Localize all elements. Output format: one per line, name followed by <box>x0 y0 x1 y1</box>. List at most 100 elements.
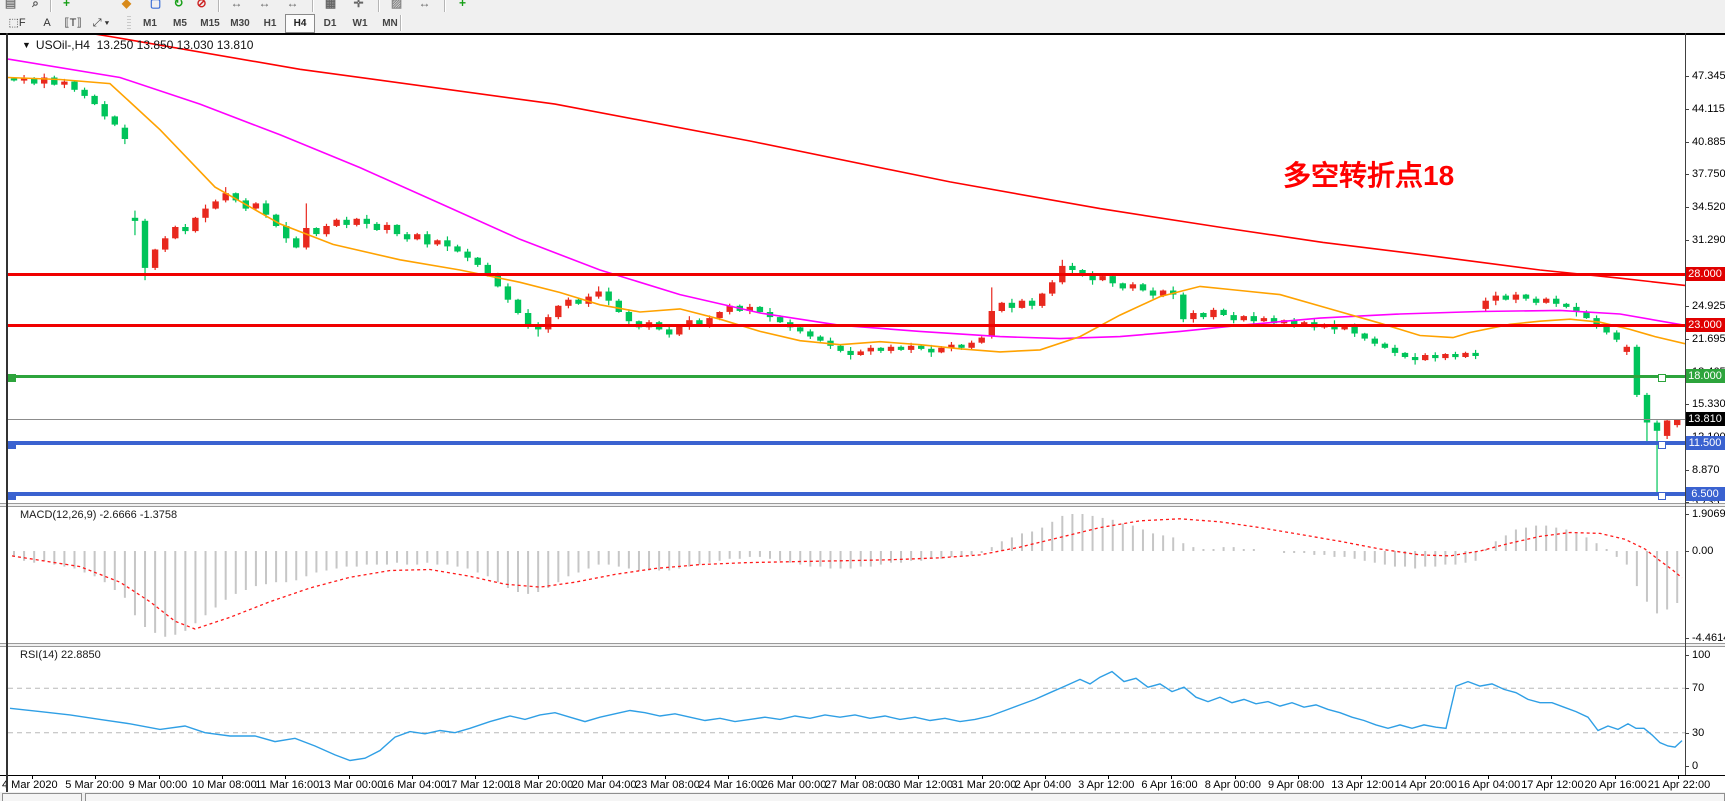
time-axis-label: 20 Mar 04:00 <box>571 779 637 791</box>
text-box-icon[interactable]: ⟦T⟧ <box>64 17 82 29</box>
time-axis-tick <box>411 776 413 779</box>
time-axis-tick <box>791 776 793 779</box>
macd-panel[interactable]: MACD(12,26,9) -2.6666 -1.3758 1.9069 0.00… <box>0 507 1725 644</box>
axis-tick <box>1685 240 1689 242</box>
chart-collapse-icon[interactable]: ▼ <box>22 40 31 50</box>
object-arrows-icon[interactable]: ⤢ ▾ <box>92 17 110 29</box>
axis-tick <box>1685 403 1689 405</box>
candlestick-plot[interactable]: ▼ USOil-,H4 13.250 13.850 13.030 13.810 多… <box>8 35 1685 505</box>
shift-right-icon[interactable]: ↔ <box>258 0 271 10</box>
hline-handle[interactable] <box>1658 492 1666 501</box>
time-axis-tick <box>475 776 477 779</box>
axis-tick-label: -4.4614 <box>1692 631 1725 644</box>
time-axis-label: 13 Apr 12:00 <box>1331 779 1394 791</box>
toolbar-grip[interactable] <box>127 16 131 30</box>
rsi-panel[interactable]: RSI(14) 22.8850 100 70 30 0 <box>0 647 1725 775</box>
refresh-icon[interactable]: ↻ <box>173 0 184 10</box>
axis-tick <box>1685 76 1689 77</box>
time-axis-label: 5 Mar 20:00 <box>65 779 124 791</box>
macd-plot[interactable]: MACD(12,26,9) -2.6666 -1.3758 <box>8 507 1685 643</box>
hline-28.000[interactable] <box>8 272 1685 276</box>
axis-tick <box>1685 142 1689 144</box>
hline-18.000[interactable] <box>8 374 1685 378</box>
axis-tick-label: 30 <box>1692 726 1705 739</box>
time-axis-tick <box>665 776 666 779</box>
rsi-axis[interactable]: 100 70 30 0 <box>1685 647 1725 775</box>
axis-tick <box>1685 469 1689 471</box>
timeframe-button-m15[interactable]: M15 <box>200 18 220 29</box>
panel-splitter[interactable] <box>0 503 1725 507</box>
ma-fast-orange <box>8 76 1685 353</box>
time-axis-label: 2 Apr 04:00 <box>1014 779 1072 791</box>
toolbar-separator <box>50 0 51 12</box>
toolbar-separator <box>378 0 379 12</box>
axis-tick <box>1685 551 1689 552</box>
add-indicator-icon[interactable]: + <box>458 0 466 10</box>
panel-splitter[interactable] <box>0 643 1725 647</box>
axis-tick-label: 70 <box>1692 682 1705 695</box>
time-axis[interactable]: 4 Mar 2020 5 Mar 20:00 9 Mar 00:00 10 Mar 0… <box>0 775 1725 793</box>
axis-tick-label: 100 <box>1692 649 1711 661</box>
hline-handle[interactable] <box>8 441 16 450</box>
timeframe-button-m1[interactable]: M1 <box>143 18 157 29</box>
hline-handle[interactable] <box>8 374 16 383</box>
timeframe-button-mn[interactable]: MN <box>382 18 398 29</box>
time-axis-tick <box>1614 776 1616 779</box>
grid-toggle-icon[interactable]: ⬚F <box>8 17 26 29</box>
chart-tab[interactable] <box>2 793 82 801</box>
zoom-in-icon[interactable]: ↔ <box>418 0 431 10</box>
chart-annotation-text[interactable]: 多空转折点18 <box>1283 160 1455 191</box>
crosshair-icon[interactable]: ✛ <box>353 0 364 10</box>
axis-tick-label: 8.870 <box>1692 463 1720 476</box>
toolbar-separator <box>444 0 445 12</box>
hline-handle[interactable] <box>8 492 16 501</box>
tile-windows-icon[interactable]: ▢ <box>149 0 162 10</box>
macd-label: MACD(12,26,9) -2.6666 -1.3758 <box>20 509 178 521</box>
cursor-icon[interactable]: ▦ <box>324 0 337 10</box>
hline-23.000[interactable] <box>8 323 1685 327</box>
text-label-icon[interactable]: A <box>43 17 51 29</box>
zoom-icon[interactable]: ⌕ <box>32 0 39 10</box>
tab-strip-area[interactable] <box>85 793 1725 801</box>
time-axis-tick <box>1171 776 1173 779</box>
ma-mid-magenta <box>8 58 1685 340</box>
timeframe-button-m5[interactable]: M5 <box>173 18 187 29</box>
time-axis-label: 27 Mar 08:00 <box>824 779 890 791</box>
macd-values: -2.6666 -1.3758 <box>99 509 178 521</box>
hline-handle[interactable] <box>1658 374 1666 383</box>
timeframe-button-m30[interactable]: M30 <box>230 18 250 29</box>
profiles-icon[interactable]: ◆ <box>121 0 132 10</box>
chart-tab-strip <box>0 792 1725 801</box>
price-axis[interactable]: 47.345 44.115 40.885 37.750 34.520 31.290 24.9… <box>1685 35 1725 508</box>
price-label-6.500: 6.500 <box>1685 487 1725 502</box>
new-chart-icon[interactable]: + <box>62 0 70 10</box>
axis-tick <box>1685 305 1689 307</box>
axis-tick <box>1685 502 1689 504</box>
axis-tick <box>1685 732 1689 734</box>
stop-icon[interactable]: ⊘ <box>196 0 207 10</box>
axis-tick <box>1685 655 1689 656</box>
timeframe-button-d1[interactable]: D1 <box>323 18 337 29</box>
timeframe-button-w1[interactable]: W1 <box>352 18 368 29</box>
shift-left-icon[interactable]: ↔ <box>230 0 243 10</box>
toolbar-second: M1 M5 M15 M30 H1 H4 D1 W1 MN ⬚F A ⟦T⟧ ⤢ ▾ <box>0 13 1725 34</box>
main-chart-panel[interactable]: ▼ USOil-,H4 13.250 13.850 13.030 13.810 多… <box>0 33 1725 508</box>
auto-scroll-icon[interactable]: ↔ <box>286 0 299 10</box>
toolbar-separator <box>312 0 313 12</box>
screenshot-icon[interactable]: ▨ <box>390 0 403 10</box>
hline-handle[interactable] <box>1658 441 1666 450</box>
time-axis-tick <box>1424 776 1426 779</box>
time-axis-label: 6 Apr 16:00 <box>1141 779 1198 791</box>
time-axis-label: 13 Mar 00:00 <box>318 779 384 791</box>
hline-6.500[interactable] <box>8 492 1685 497</box>
new-order-icon[interactable]: ▤ <box>4 0 17 10</box>
timeframe-button-h1[interactable]: H1 <box>263 18 277 29</box>
time-axis-tick <box>95 776 97 779</box>
rsi-plot[interactable]: RSI(14) 22.8850 <box>8 647 1685 775</box>
macd-axis[interactable]: 1.9069 0.00 -4.4614 <box>1685 507 1725 644</box>
hline-11.500[interactable] <box>8 441 1685 446</box>
time-axis-tick <box>1298 776 1299 779</box>
timeframe-button-h4[interactable]: H4 <box>285 14 315 33</box>
chart-left-border <box>6 33 8 792</box>
time-axis-label: 9 Apr 08:00 <box>1268 779 1325 791</box>
